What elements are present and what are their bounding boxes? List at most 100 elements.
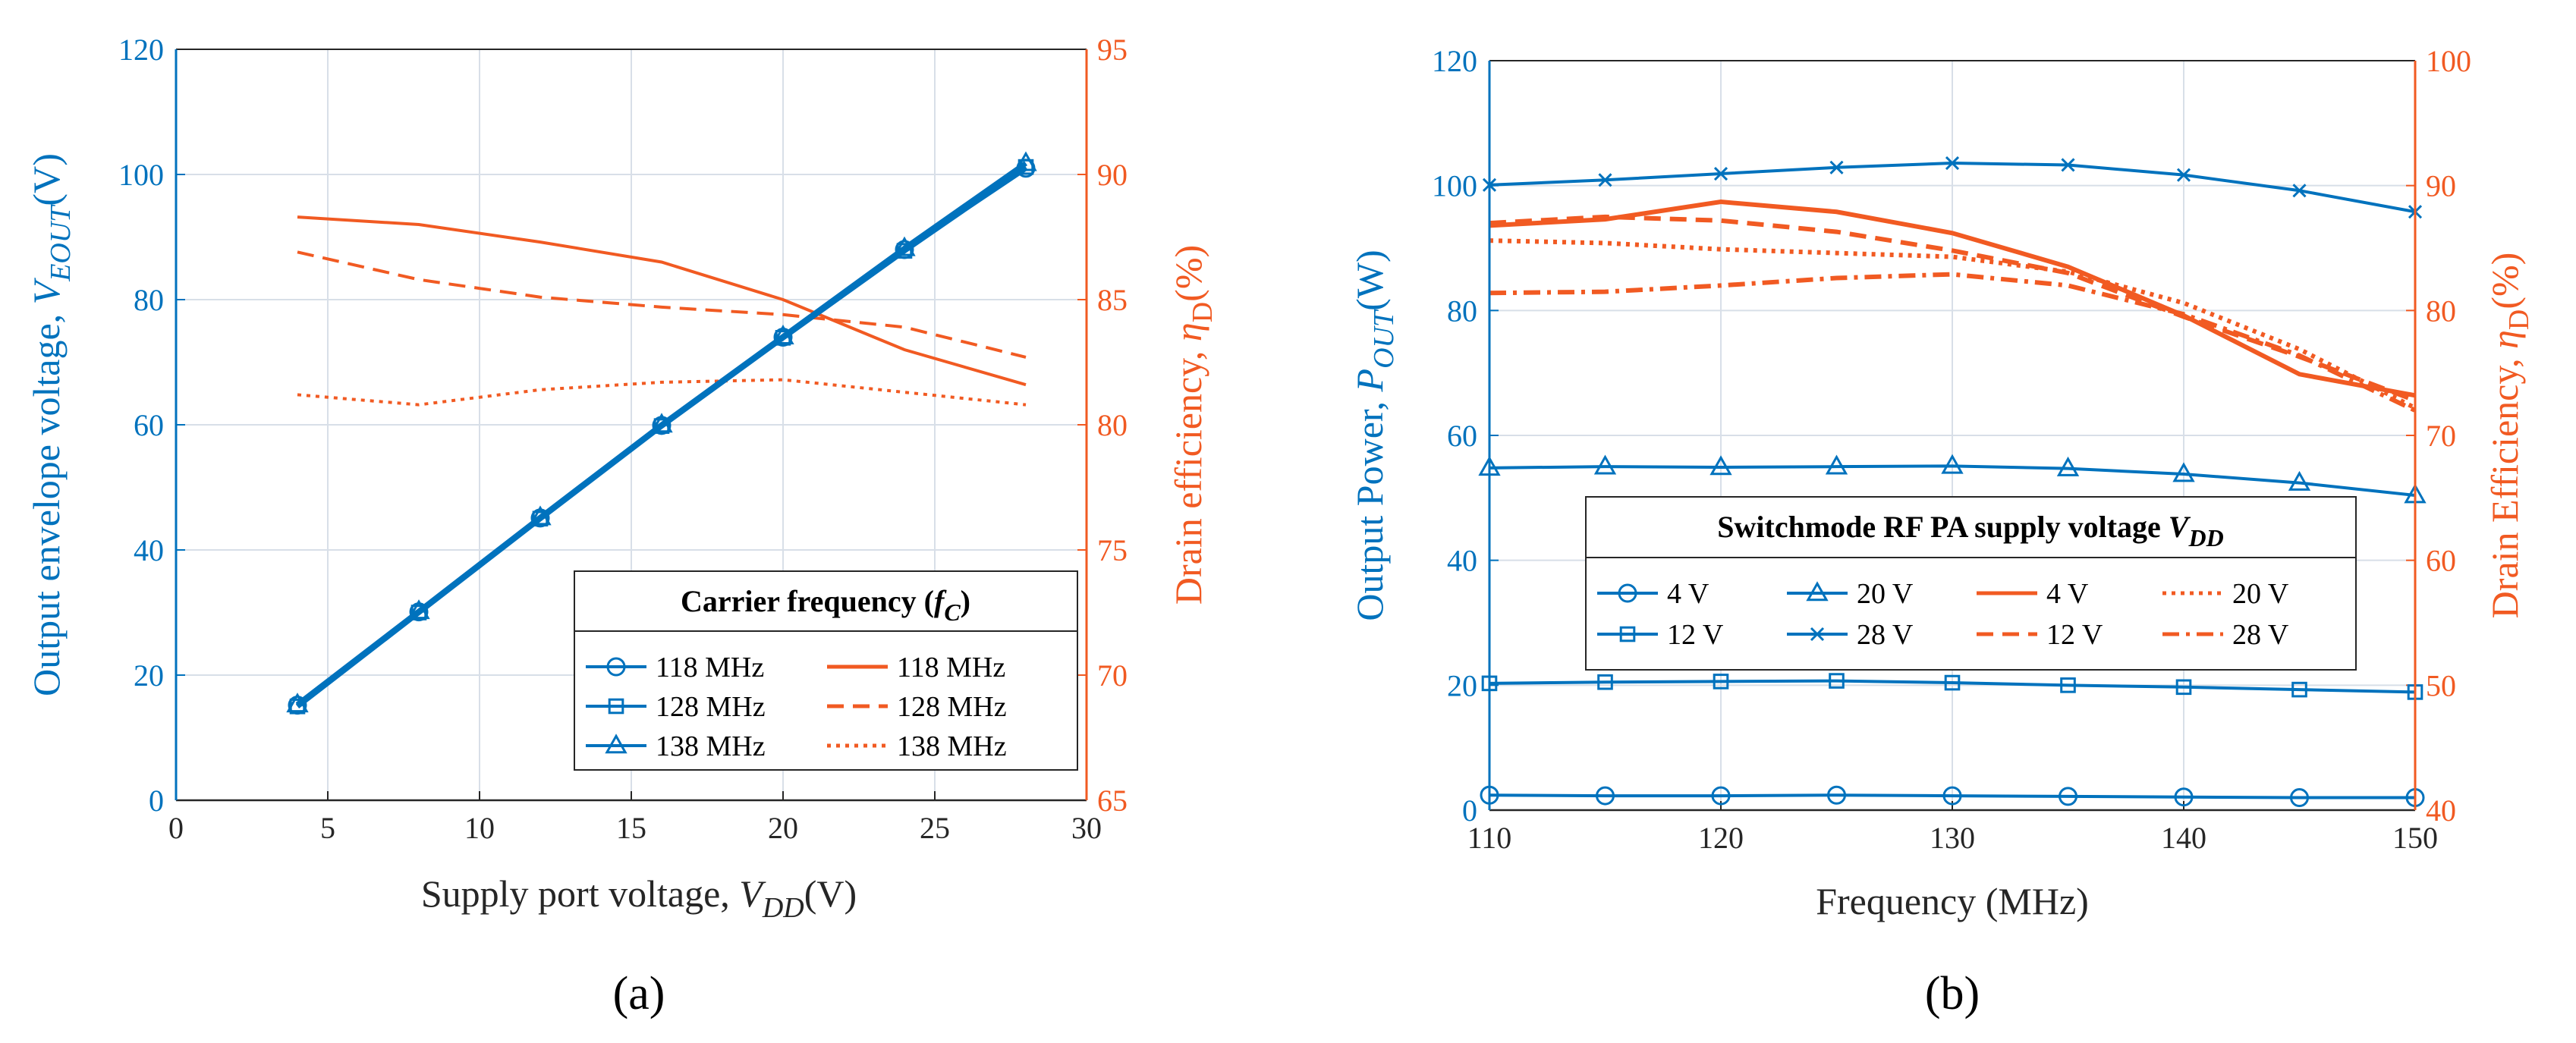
legend-marker-b (1618, 583, 1637, 603)
x-ticks-a: 0 5 10 15 20 25 30 (168, 791, 1102, 845)
data-point-marker-b (1596, 786, 1615, 806)
data-point-marker-b (2175, 679, 2192, 696)
legend-marker-a (608, 698, 624, 715)
legend-label-b: 28 V (1857, 619, 1914, 651)
data-point-marker-b (1597, 674, 1613, 690)
data-point-marker-b (2174, 787, 2194, 807)
y-right-tick-label-a: 80 (1097, 408, 1128, 442)
x-axis-label-a: Supply port voltage, VDD(V) (421, 872, 857, 924)
y-left-tick-label-b: 60 (1447, 419, 1477, 453)
x-axis-label-symbol-a: V (739, 872, 766, 915)
data-point-marker-b (2176, 168, 2191, 182)
efficiency-series-b (1489, 199, 2417, 413)
legend-marker-b (1806, 581, 1829, 602)
data-point-marker-b (1713, 166, 1728, 181)
x-tick-label-b: 110 (1467, 821, 1512, 855)
x-tick-label-a: 15 (616, 811, 646, 845)
legend-label-a: 118 MHz (897, 652, 1005, 683)
y-left-tick-label-b: 20 (1447, 668, 1477, 702)
data-point-marker-b (1713, 674, 1729, 690)
x-tick-label-b: 130 (1930, 821, 1975, 855)
data-point-marker-a (1014, 151, 1037, 171)
legend-title-symbol-a: f (934, 584, 947, 618)
legend-box-a (574, 570, 1078, 771)
data-point-marker-b (2291, 681, 2307, 698)
data-point-marker-b (1598, 173, 1612, 187)
data-point-marker-b (1825, 454, 1848, 475)
x-axis-label-unit-a: (V) (804, 872, 857, 915)
y-left-tick-label-a: 20 (134, 658, 164, 693)
y-right-tick-label-b: 70 (2426, 419, 2456, 453)
efficiency-line-b (1489, 199, 2416, 398)
x-tick-label-b: 150 (2392, 821, 2438, 855)
legend-label-a: 128 MHz (897, 691, 1007, 723)
y-left-tick-label-a: 40 (134, 533, 164, 567)
efficiency-line-a (297, 215, 1027, 387)
data-point-marker-b (1944, 674, 1961, 691)
legend-entries-a: 118 MHz 128 MHz 138 MHz 118 MHz 128 MHz 138 M… (586, 652, 1007, 762)
panel-label-b: (b) (1925, 968, 1980, 1019)
y-left-tick-label-a: 80 (134, 283, 164, 317)
y-left-tick-label-b: 0 (1462, 793, 1477, 828)
data-point-marker-b (1941, 454, 1964, 474)
y-axis-right-label-subscript-a: D (1187, 302, 1219, 322)
y-left-tick-label-a: 120 (118, 33, 164, 67)
x-tick-label-a: 5 (320, 811, 335, 845)
y-left-tick-label-b: 80 (1447, 294, 1477, 328)
y-right-tick-label-b: 100 (2426, 44, 2471, 78)
legend-label-a: 118 MHz (656, 652, 764, 683)
x-tick-label-a: 0 (168, 811, 184, 845)
x-axis-label-subscript-a: DD (762, 892, 804, 924)
y-left-ticks-a: 0 20 40 60 80 100 120 (118, 33, 185, 818)
y-axis-left-label-text-a: Output envelope voltage, (25, 314, 68, 696)
legend-title-text-a: Carrier frequency (681, 584, 917, 618)
y-right-ticks-b: 40 50 60 70 80 90 100 (2406, 44, 2471, 828)
x-ticks-b: 110 120 130 140 150 (1467, 801, 2438, 855)
y-left-tick-label-b: 120 (1432, 44, 1477, 78)
y-axis-right-label-unit-a: (%) (1167, 245, 1209, 302)
grid-b (1489, 61, 2415, 810)
data-point-marker-b (1827, 785, 1846, 805)
legend-label-b: 12 V (2046, 619, 2103, 651)
data-point-marker-b (1945, 156, 1960, 171)
data-point-marker-b (2290, 788, 2309, 808)
data-point-marker-a (407, 599, 430, 620)
voltage-series-a (286, 151, 1037, 715)
power-series-b (1478, 156, 2427, 808)
x-tick-label-a: 10 (464, 811, 495, 845)
data-point-marker-b (1829, 673, 1845, 689)
chart-panel-b: 110 120 130 140 150 0 20 40 60 80 100 120 40 50 60 70… (1348, 44, 2535, 1019)
y-right-tick-label-a: 65 (1097, 784, 1128, 818)
data-point-marker-b (2061, 158, 2075, 172)
y-axis-right-label-text-b: Drain Efficiency, (2483, 358, 2526, 618)
data-point-marker-b (2059, 787, 2077, 806)
efficiency-line-a (297, 378, 1027, 407)
y-axis-left-label-subscript-a: EOUT (45, 204, 77, 282)
y-left-tick-label-a: 0 (149, 784, 164, 818)
legend-label-b: 4 V (2046, 578, 2089, 610)
y-axis-left-label-b: Output Power, POUT(W) (1348, 250, 1400, 620)
y-axis-left-label-text-b: Output Power, (1348, 401, 1391, 621)
legend-title-subscript-a: C (944, 598, 961, 626)
data-point-marker-a (286, 693, 309, 713)
y-right-tick-label-a: 75 (1097, 533, 1128, 567)
x-tick-label-a: 20 (768, 811, 798, 845)
legend-label-b: 20 V (1857, 578, 1914, 610)
legend-label-a: 138 MHz (897, 730, 1007, 762)
y-right-tick-label-b: 60 (2426, 544, 2456, 578)
data-point-marker-b (1593, 454, 1617, 475)
y-axis-left-label-subscript-b: OUT (1368, 309, 1400, 369)
output-line-b (1489, 793, 2415, 800)
y-left-tick-label-b: 40 (1447, 544, 1477, 578)
data-point-marker-b (2292, 184, 2307, 198)
legend-label-a: 138 MHz (656, 730, 766, 762)
y-right-tick-label-a: 95 (1097, 33, 1128, 67)
x-tick-label-b: 140 (2161, 821, 2206, 855)
y-right-tick-label-b: 90 (2426, 169, 2456, 203)
data-point-marker-a (893, 236, 916, 256)
y-axis-right-label-b: Drain Efficiency, ηD(%) (2483, 253, 2535, 619)
y-axis-right-label-unit-b: (%) (2483, 253, 2526, 309)
y-right-tick-label-a: 70 (1097, 658, 1128, 693)
legend-label-b: 28 V (2232, 619, 2289, 651)
